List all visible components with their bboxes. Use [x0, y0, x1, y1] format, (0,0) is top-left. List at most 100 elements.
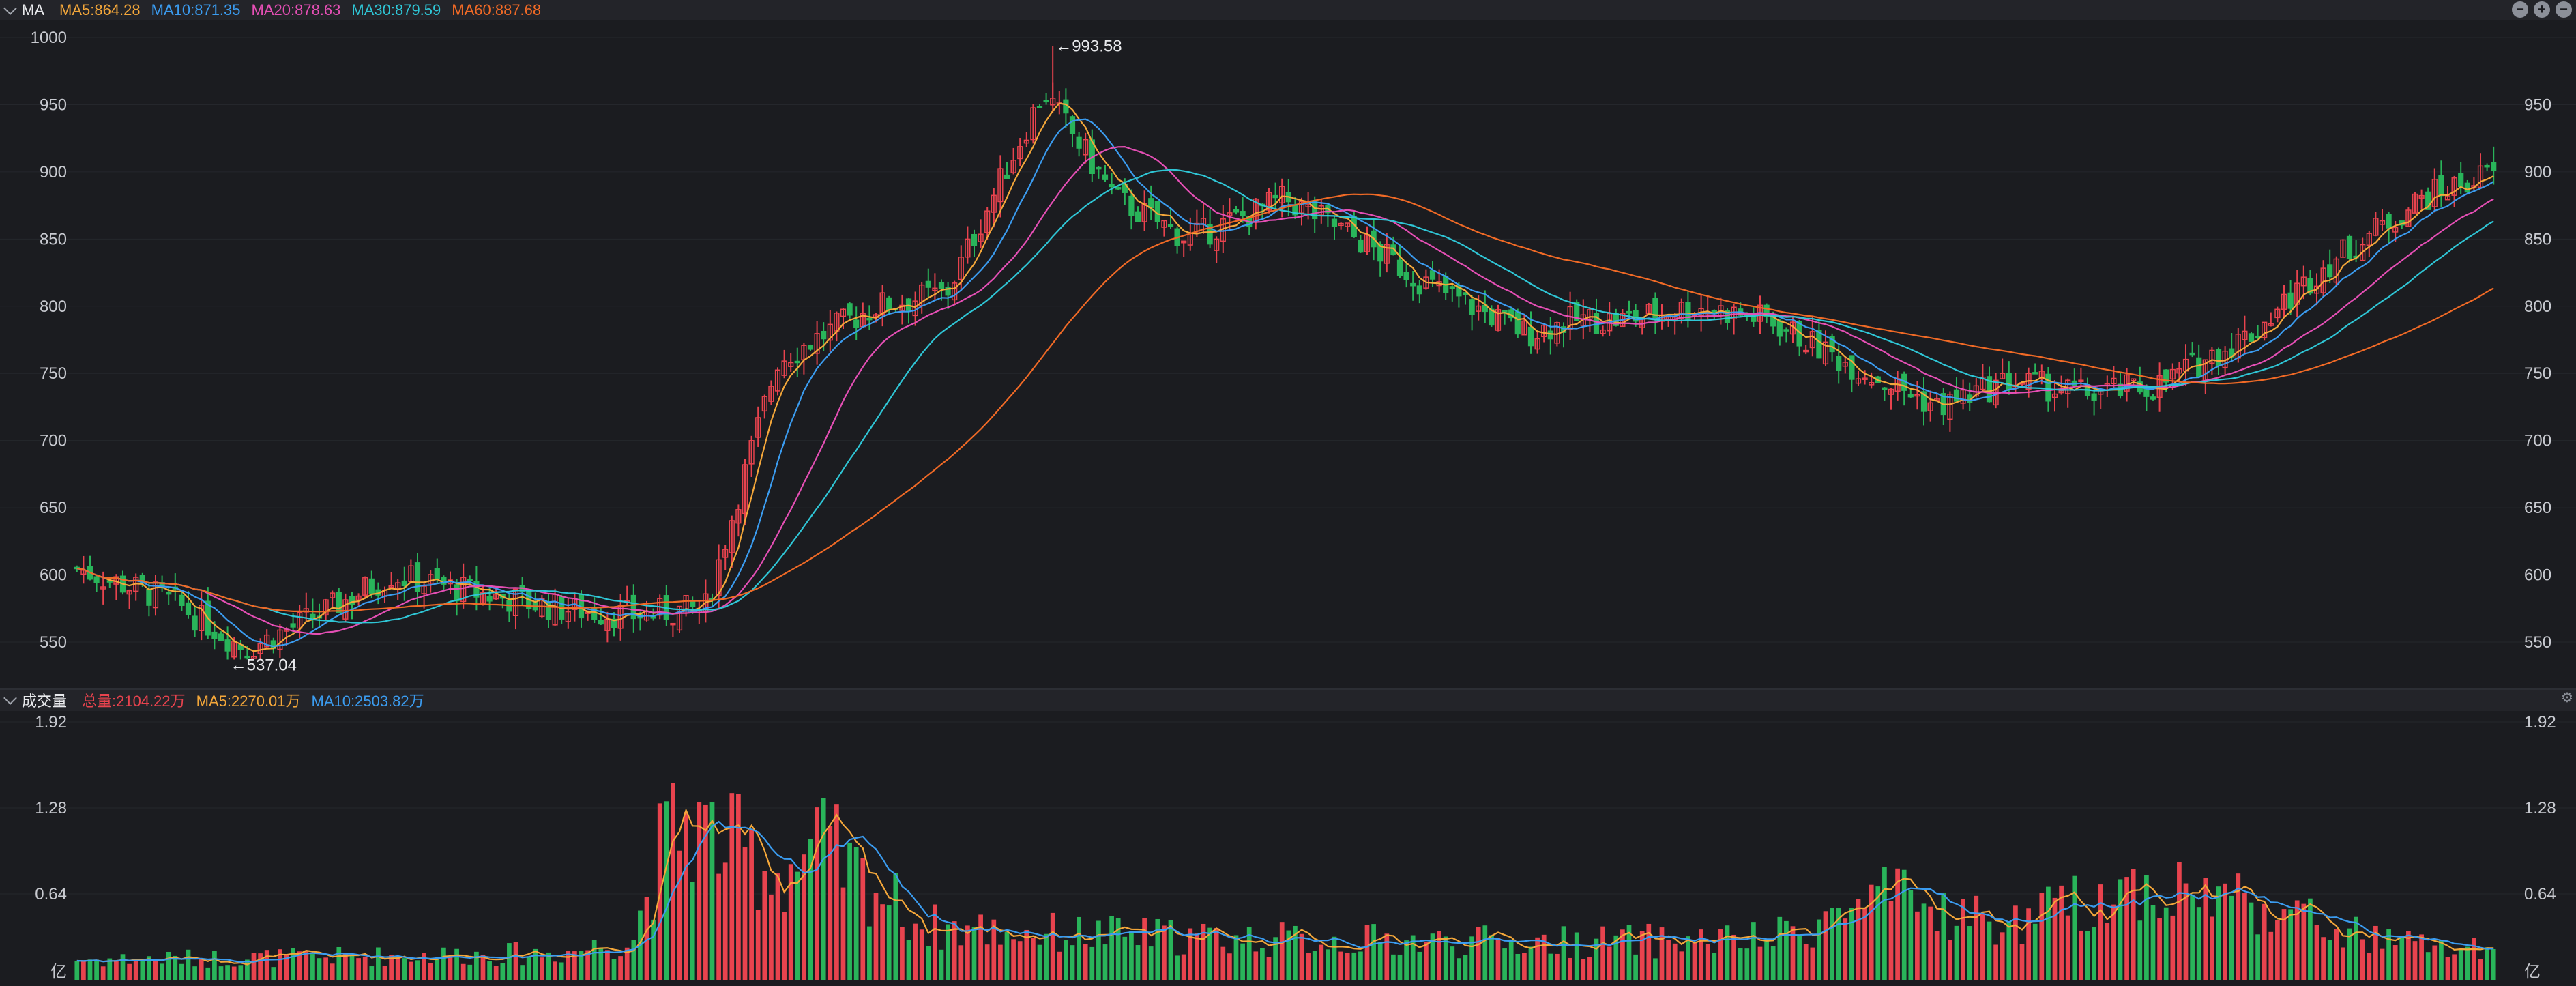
candle-body: [1803, 349, 1809, 353]
volume-bar: [2308, 898, 2313, 980]
gear-icon[interactable]: ⚙: [2561, 691, 2573, 706]
volume-bar: [284, 954, 289, 980]
volume-bar: [1712, 952, 1717, 980]
volume-bar: [742, 847, 748, 980]
volume-bar: [762, 871, 767, 980]
volume-bar: [788, 864, 793, 980]
volume-bar: [1214, 927, 1219, 980]
candle-body: [1207, 224, 1213, 245]
volume-bar: [205, 967, 211, 980]
candle-body: [2438, 175, 2444, 197]
volume-bar: [1070, 945, 1075, 980]
volume-bar: [2452, 954, 2457, 980]
close-icon[interactable]: −: [2556, 1, 2572, 18]
volume-bar: [2216, 886, 2221, 980]
candle-body: [1429, 270, 1436, 280]
candle-body: [2078, 379, 2084, 382]
candle-body: [1953, 389, 1960, 402]
volume-bar: [1705, 944, 1710, 980]
volume-bar: [1233, 935, 1239, 980]
volume-bar: [2465, 946, 2470, 980]
volume-bar: [1777, 916, 1783, 980]
volume-bar: [1148, 946, 1154, 980]
volume-bar: [1515, 953, 1521, 980]
volume-bar: [1967, 926, 1972, 980]
volume-bar: [1672, 943, 1678, 980]
volume-bar: [2321, 937, 2326, 980]
candle-body: [244, 655, 250, 659]
plus-icon[interactable]: +: [2534, 1, 2550, 18]
volume-bar: [1201, 923, 1206, 980]
candle-body: [277, 629, 283, 650]
candle-body: [2300, 276, 2307, 287]
candle-body: [1855, 378, 1862, 384]
volume-bar: [1312, 951, 1317, 980]
volume-bar: [749, 830, 754, 980]
volume-bar: [2072, 875, 2077, 980]
volume-bar: [133, 961, 138, 980]
volume-bar: [1332, 936, 1337, 980]
candle-body: [1862, 377, 1868, 380]
price-tick-label-right: 550: [2524, 633, 2551, 652]
volume-bar: [94, 959, 99, 980]
collapse-chevron-icon[interactable]: [3, 691, 17, 705]
volume-bar: [775, 873, 780, 980]
volume-bar: [677, 850, 682, 980]
volume-bar: [1613, 935, 1619, 980]
volume-bar: [1869, 884, 1874, 980]
volume-bar: [1260, 948, 1265, 980]
volume-bar: [2131, 869, 2136, 980]
collapse-chevron-icon[interactable]: [3, 1, 17, 15]
candle-body: [342, 599, 349, 620]
volume-bar: [500, 963, 506, 980]
candle-body: [1809, 331, 1815, 349]
ma5-legend: MA5:864.28: [59, 1, 141, 18]
candle-body: [2340, 239, 2346, 258]
volume-bar: [245, 959, 250, 980]
volume-bar: [1718, 929, 1723, 980]
candle-body: [722, 549, 729, 558]
volume-bar: [310, 954, 315, 980]
candle-body: [2111, 377, 2117, 385]
volume-bar: [1168, 920, 1173, 980]
volume-bar: [1666, 940, 1671, 980]
minus-icon[interactable]: −: [2512, 1, 2528, 18]
volume-bar: [2065, 915, 2070, 980]
candle-body: [1265, 192, 1272, 211]
candle-body: [1338, 222, 1344, 227]
volume-bar: [251, 953, 257, 980]
candle-body: [1476, 305, 1482, 312]
volume-bar: [834, 804, 839, 980]
price-tick-label-right: 900: [2524, 163, 2551, 182]
volume-tick-label-left: 0.64: [35, 885, 67, 903]
volume-bar: [1011, 939, 1016, 980]
volume-bar: [697, 802, 702, 980]
candle-body: [1527, 326, 1534, 347]
volume-bar: [802, 854, 806, 980]
ma20-legend: MA20:878.63: [251, 1, 341, 18]
candle-body: [598, 620, 604, 625]
volume-bar: [2085, 931, 2090, 980]
volume-bar: [2249, 902, 2254, 980]
candle-body: [1410, 282, 1416, 287]
volume-bar: [2354, 916, 2358, 980]
price-tick-label-left: 650: [40, 499, 67, 517]
candle-body: [185, 602, 192, 615]
candle-body: [1167, 224, 1174, 227]
volume-bar: [1980, 914, 1985, 980]
candle-body: [1272, 194, 1278, 199]
volume-bar: [474, 951, 479, 980]
volume-bar: [297, 951, 302, 980]
candle-body: [2392, 227, 2399, 233]
volume-bar: [1639, 931, 1645, 980]
volume-bar: [1096, 920, 1101, 980]
volume-bar: [913, 923, 918, 980]
candle-body: [2215, 349, 2222, 366]
volume-bar: [343, 953, 348, 980]
candle-body: [493, 593, 499, 600]
volume-bar: [1817, 919, 1821, 980]
candle-body: [1587, 309, 1593, 320]
candle-body: [2287, 292, 2294, 309]
